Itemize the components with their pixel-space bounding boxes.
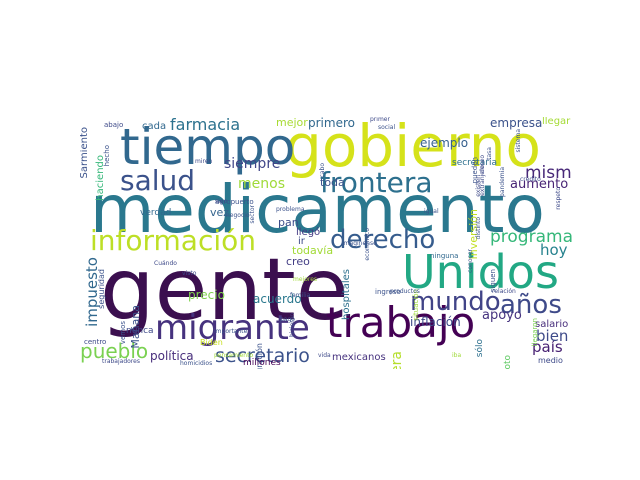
cloud-word: primer [370, 117, 390, 123]
cloud-word: relación [492, 288, 516, 295]
cloud-word: farmacia [170, 117, 241, 134]
cloud-word: hoy [540, 241, 568, 259]
cloud-word: acuerdo [253, 292, 302, 306]
cloud-word: mejores [293, 276, 318, 283]
cloud-word: salario [535, 319, 569, 330]
cloud-word: igual [424, 208, 439, 215]
cloud-word: trabajo [326, 298, 476, 347]
cloud-word: toda [320, 176, 345, 189]
cloud-word: sólo [475, 339, 485, 358]
cloud-word: Cuándo [154, 260, 177, 267]
cloud-word: vemos [119, 321, 127, 345]
cloud-word: sector [249, 205, 256, 224]
cloud-word: creo [286, 255, 310, 268]
cloud-word: aumento [510, 177, 569, 192]
cloud-word: empresa [490, 117, 543, 130]
cloud-word: pandemia [499, 167, 506, 197]
cloud-word: verdad [140, 208, 172, 218]
cloud-word: vida [318, 352, 331, 359]
cloud-word: programa [490, 227, 572, 247]
cloud-word: Sarmiento [80, 127, 90, 179]
cloud-word: cada [142, 121, 167, 132]
cloud-word: ingreso [375, 288, 401, 296]
cloud-word: secretaria [452, 158, 497, 168]
cloud-word: hecho [103, 145, 111, 167]
cloud-word: frontera [320, 166, 433, 199]
cloud-word: existen [475, 175, 482, 197]
cloud-word: primero [308, 117, 355, 130]
cloud-word: tasa [486, 147, 493, 160]
cloud-word: mejor [276, 117, 308, 129]
cloud-word: importante [214, 328, 248, 335]
cloud-word: millones [243, 358, 281, 368]
cloud-word: precio [188, 288, 225, 302]
cloud-word: pago [280, 316, 295, 323]
word-cloud: gente medicamento gobierno tiempo Unidos… [80, 117, 572, 369]
cloud-word: llegaron [531, 318, 539, 347]
cloud-word: manera [389, 351, 405, 369]
cloud-word: pensamiento [214, 352, 254, 359]
cloud-word: gobierno [285, 117, 541, 180]
cloud-word: aeropuerto [215, 198, 254, 206]
cloud-word: mismo [525, 163, 572, 183]
cloud-word: llegar [542, 117, 571, 127]
cloud-word: sistema [515, 129, 522, 153]
cloud-word: negocio [226, 212, 250, 219]
cloud-word: ir [298, 236, 305, 247]
cloud-word: llegó [296, 227, 321, 238]
cloud-word: conocer [467, 249, 474, 273]
cloud-word: medicamento [90, 171, 545, 248]
cloud-word: siempre [224, 156, 281, 172]
cloud-word: vez [210, 206, 230, 219]
cloud-word: inflación [410, 315, 461, 329]
cloud-word: seguridad [97, 269, 106, 309]
cloud-word: tiempo [120, 118, 296, 176]
cloud-word: pan [278, 216, 299, 229]
cloud-word: salud [120, 164, 196, 197]
cloud-word: trabajadores [102, 358, 140, 365]
cloud-word: ninguna [430, 252, 459, 260]
cloud-word: apoyo [482, 308, 522, 323]
cloud-word: país [532, 338, 563, 356]
cloud-word: respeto [555, 187, 562, 210]
cloud-word: abajo [104, 121, 124, 129]
cloud-word: migrante [155, 308, 310, 348]
cloud-word: gente [100, 240, 349, 340]
cloud-word: problema [276, 206, 305, 213]
cloud-word: mexicanos [332, 352, 386, 363]
cloud-word: mundo [410, 287, 501, 317]
cloud-word: bien [536, 327, 569, 345]
cloud-word: nunca [126, 326, 154, 336]
cloud-word: Unidos [402, 245, 559, 299]
cloud-word: secretario [215, 345, 310, 367]
cloud-word: miren [195, 158, 213, 165]
cloud-word: pueblo [80, 339, 149, 363]
cloud-word: ejemplo [420, 136, 469, 150]
cloud-word: política [150, 349, 194, 363]
cloud-word: derecho [330, 225, 436, 255]
cloud-word: Biden [200, 338, 223, 347]
cloud-word: sigo [215, 198, 228, 205]
cloud-word: años [500, 290, 562, 320]
cloud-word: social [378, 124, 396, 131]
cloud-word: iba [452, 352, 462, 359]
cloud-word: foto [503, 355, 513, 369]
cloud-word: familia [290, 292, 311, 299]
cloud-word: cabo [319, 163, 326, 178]
cloud-word: distinto [475, 217, 482, 240]
cloud-word: crédito [520, 176, 541, 183]
cloud-word: todavía [292, 244, 334, 257]
cloud-word: homicidios [180, 360, 213, 367]
cloud-word: productos [390, 288, 420, 295]
cloud-word: información [90, 224, 257, 257]
cloud-word: imaginense [342, 240, 377, 247]
cloud-word: visto [182, 270, 197, 277]
cloud-word: menos [238, 176, 285, 192]
cloud-word: centro [84, 338, 107, 346]
cloud-word: medio [538, 356, 563, 365]
cloud-word: hospitales [341, 269, 352, 320]
